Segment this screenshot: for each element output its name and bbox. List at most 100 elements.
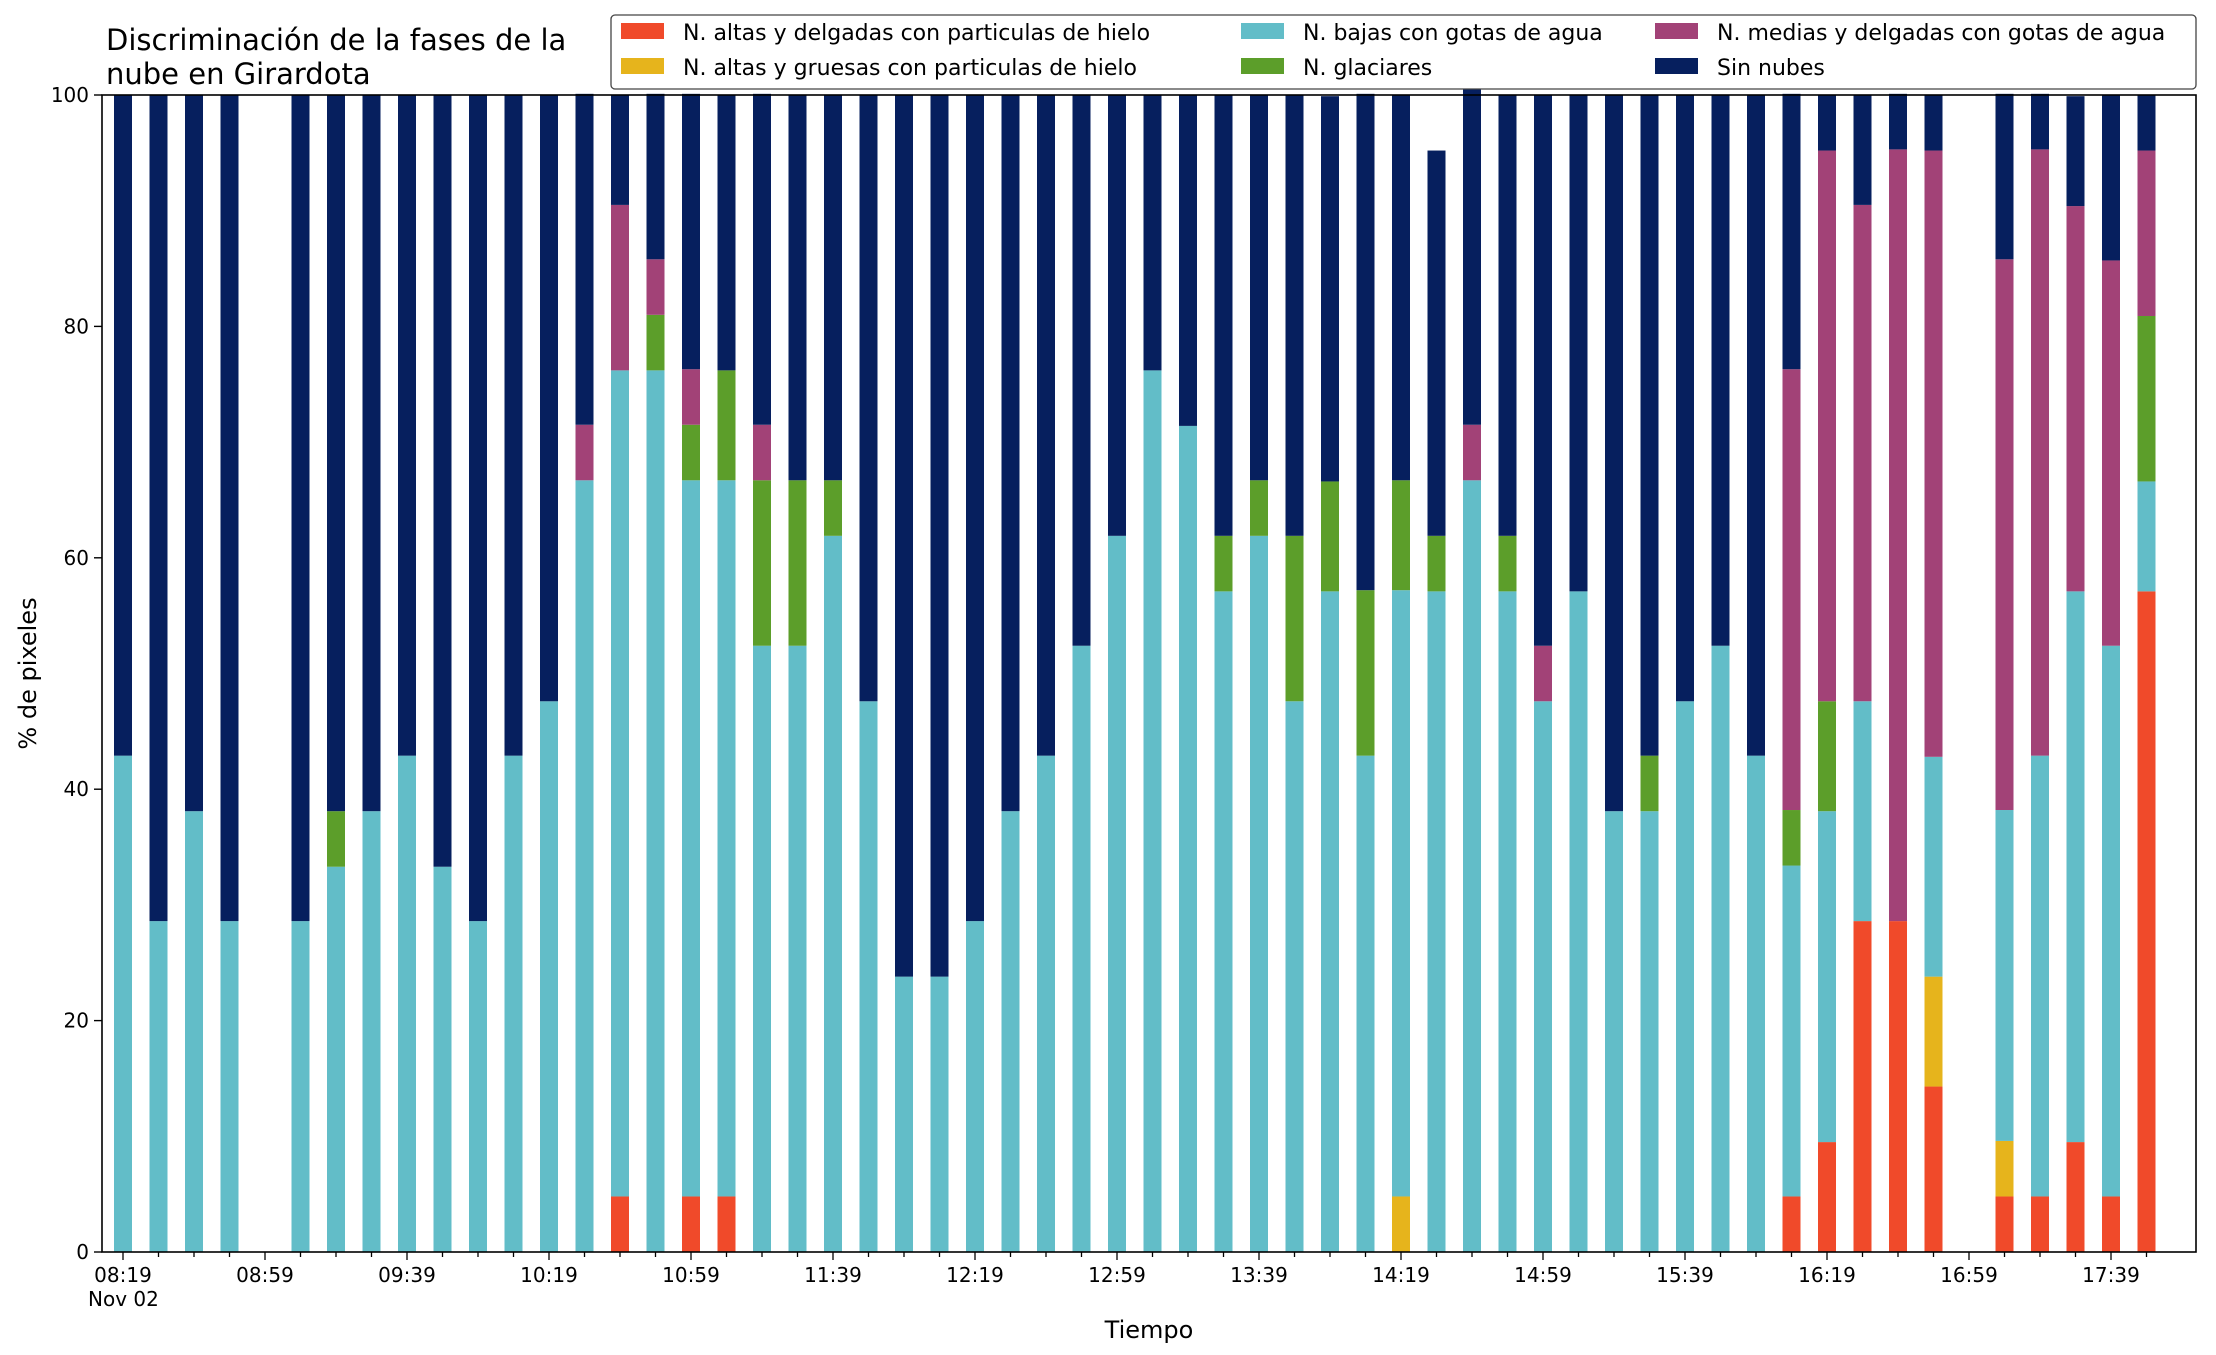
bar-stack-15:29	[1640, 95, 1659, 1252]
bar-segment	[611, 204, 629, 371]
bar-segment	[1995, 93, 2014, 260]
bar-segment	[2066, 591, 2085, 1143]
bar-segment	[1321, 481, 1339, 592]
bar-segment	[1569, 591, 1588, 1252]
bar-segment	[859, 701, 878, 1252]
bar-stack-15:49	[1711, 95, 1730, 1252]
bar-segment	[788, 645, 807, 1252]
bar-segment	[2066, 96, 2085, 207]
bar-segment	[2031, 93, 2049, 150]
bar-segment	[1214, 591, 1233, 1252]
bar-stack-09:59	[469, 95, 487, 1252]
bar-stack-17:09	[1995, 93, 2014, 1252]
y-tick-label: 60	[64, 546, 89, 570]
plot-frame	[101, 94, 2197, 1253]
bar-segment	[717, 370, 736, 481]
bar-stack-11:29	[788, 95, 807, 1252]
bar-stack-09:29	[362, 95, 381, 1252]
y-tick-label: 100	[51, 83, 89, 107]
bar-segment	[1321, 96, 1339, 482]
bar-segment	[1605, 811, 1623, 1252]
bar-segment	[1143, 370, 1162, 1252]
legend-label: N. bajas con gotas de agua	[1303, 21, 1603, 46]
bar-segment	[1569, 95, 1588, 592]
bar-segment	[1179, 425, 1197, 1252]
legend-item: Sin nubes	[1655, 56, 1825, 81]
bar-stack-10:29	[575, 93, 594, 1252]
bar-segment	[1853, 701, 1872, 922]
bar-stack-09:09	[291, 95, 310, 1252]
bar-stack-14:59	[1534, 95, 1552, 1252]
bar-segment	[1889, 93, 1907, 150]
bar-stack-08:29	[149, 95, 168, 1252]
x-tick-label: 08:19	[94, 1263, 152, 1287]
bar-segment	[220, 95, 239, 922]
bar-segment	[611, 95, 629, 205]
bar-stack-10:39	[611, 95, 629, 1252]
bar-segment	[966, 921, 984, 1252]
bar-stack-14:09	[1356, 93, 1375, 1252]
bar-segment	[1782, 865, 1801, 1197]
bar-segment	[540, 701, 558, 1252]
bar-segment	[895, 95, 913, 977]
bar-segment	[1463, 39, 1481, 425]
x-tick-label: 13:39	[1230, 1263, 1288, 1287]
bar-segment	[1747, 95, 1765, 756]
bar-segment	[966, 95, 984, 922]
bar-stack-10:09	[504, 95, 523, 1252]
bar-segment	[362, 95, 381, 812]
bar-stack-10:19	[540, 95, 558, 1252]
bar-segment	[1214, 535, 1233, 592]
bar-segment	[504, 755, 523, 1252]
bar-segment	[1143, 95, 1162, 371]
bar-segment	[469, 921, 487, 1252]
bar-segment	[1995, 259, 2014, 811]
y-tick-label: 20	[64, 1009, 89, 1033]
bar-segment	[575, 424, 594, 481]
x-tick-label: 12:59	[1088, 1263, 1146, 1287]
bar-stack-08:39	[185, 95, 203, 1252]
bar-segment	[1427, 150, 1446, 536]
bar-segment	[1995, 1140, 2014, 1197]
bar-segment	[362, 811, 381, 1252]
bar-segment	[1427, 535, 1446, 592]
bar-segment	[185, 95, 203, 812]
bar-segment	[2031, 755, 2049, 1197]
bar-segment	[1001, 95, 1020, 812]
legend-item: N. medias y delgadas con gotas de agua	[1655, 21, 2165, 46]
legend-label: N. altas y delgadas con particulas de hi…	[683, 21, 1150, 46]
bar-segment	[2137, 95, 2156, 151]
y-tick-label: 80	[64, 314, 89, 338]
bar-segment	[646, 370, 665, 1252]
bar-stack-13:29	[1214, 95, 1233, 1252]
bar-segment	[1072, 95, 1091, 646]
bar-segment	[1889, 149, 1907, 922]
bar-segment	[1818, 95, 1836, 151]
bar-stack-16:39	[1889, 93, 1907, 1252]
bar-segment	[611, 370, 629, 1197]
bar-stack-13:19	[1179, 95, 1197, 1252]
bar-segment	[1534, 701, 1552, 1252]
bar-segment	[646, 314, 665, 371]
y-tick-label: 40	[64, 777, 89, 801]
bar-stack-15:19	[1605, 95, 1623, 1252]
bar-stack-13:49	[1285, 95, 1304, 1252]
bar-segment	[1747, 755, 1765, 1252]
bar-segment	[540, 95, 558, 702]
bar-stack-10:49	[646, 93, 665, 1252]
bar-stack-12:09	[930, 95, 949, 1252]
bar-stack-17:19	[2031, 93, 2049, 1252]
bar-segment	[824, 480, 842, 536]
bar-segment	[824, 535, 842, 1252]
bar-segment	[1818, 811, 1836, 1143]
bar-segment	[114, 95, 132, 756]
bar-segment	[2137, 315, 2156, 482]
bar-stack-15:09	[1569, 95, 1588, 1252]
bar-segment	[753, 645, 771, 1252]
bar-segment	[824, 95, 842, 481]
bar-segment	[646, 93, 665, 260]
bar-segment	[469, 95, 487, 922]
bar-stack-16:19	[1818, 95, 1836, 1252]
bar-segment	[1782, 1196, 1801, 1252]
bar-segment	[1427, 591, 1446, 1252]
